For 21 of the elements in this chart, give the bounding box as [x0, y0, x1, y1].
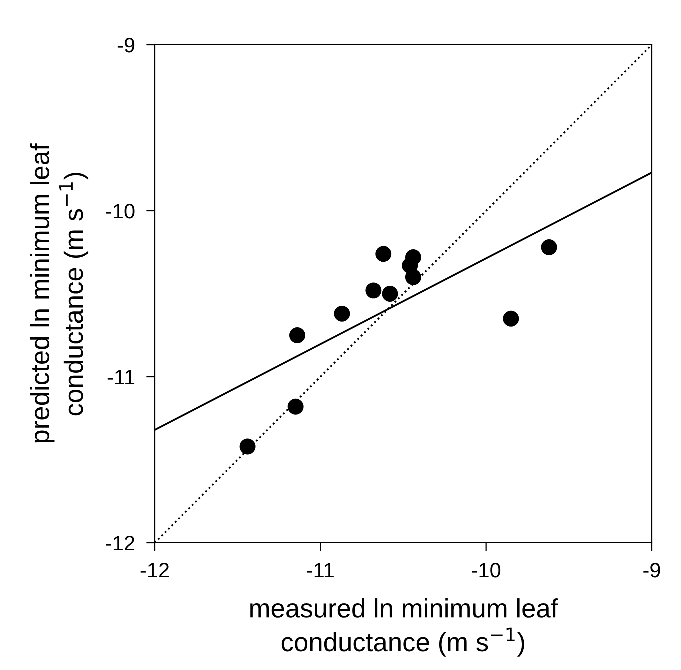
x-tick-label: -10 — [472, 562, 501, 578]
y-tick-label: -12 — [106, 536, 135, 551]
point — [289, 328, 306, 344]
point — [288, 398, 304, 415]
y-tick-label: -9 — [118, 38, 135, 53]
point — [405, 269, 422, 286]
point — [366, 282, 382, 299]
point — [240, 438, 256, 455]
x-axis-title: measured ln minimum leaf conductance (m s$^{−1}$) — [250, 598, 558, 657]
y-tick-label: -11 — [108, 370, 135, 385]
point — [334, 306, 350, 322]
point — [541, 240, 558, 256]
y-axis-title: predicted ln minimum leaf conductance (m s$^{−1}$) — [30, 144, 89, 443]
y-tick-label: -10 — [106, 204, 135, 219]
x-tick-label: -12 — [140, 562, 170, 578]
point — [376, 246, 392, 262]
point — [405, 250, 422, 266]
x-tick-label: -11 — [307, 563, 334, 578]
point — [382, 286, 398, 302]
x-tick-label: -9 — [644, 562, 660, 578]
point — [503, 310, 520, 327]
